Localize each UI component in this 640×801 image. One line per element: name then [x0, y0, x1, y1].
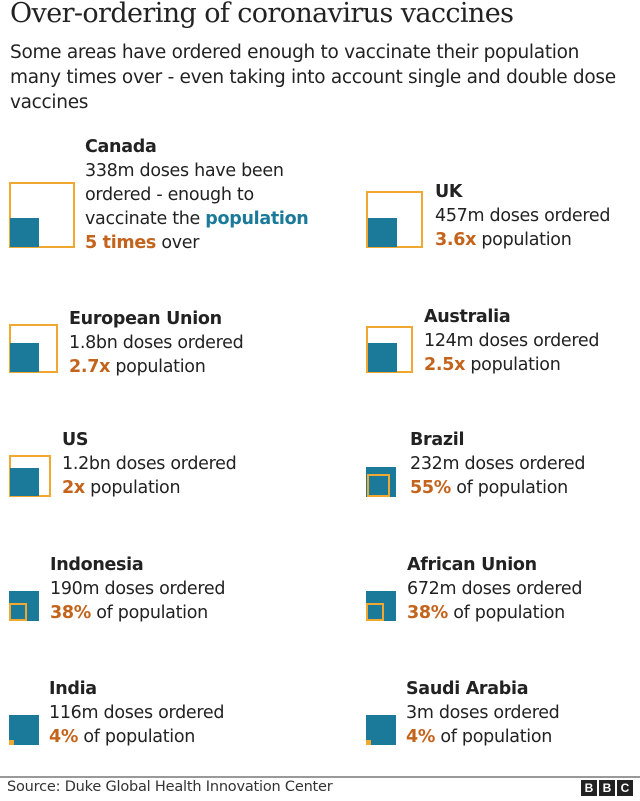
population-square — [368, 343, 397, 372]
doses-square — [9, 182, 75, 248]
item-suffix: of population — [91, 603, 208, 623]
population-square — [9, 715, 39, 745]
item-doses: 124m doses ordered — [424, 331, 600, 351]
ratio-highlight: 3.6x — [435, 230, 477, 250]
item-suffix: of population — [451, 478, 568, 498]
item-name: UK — [435, 182, 463, 202]
item-doses: 1.8bn doses ordered — [69, 333, 244, 353]
doses-square — [366, 740, 371, 745]
item-doses: 457m doses ordered — [435, 206, 611, 226]
doses-square — [366, 326, 413, 373]
doses-square — [9, 740, 14, 745]
item-doses: 232m doses ordered — [410, 454, 586, 474]
item-name: Brazil — [410, 430, 465, 450]
ratio-highlight: 2x — [62, 478, 85, 498]
item-label: US 1.2bn doses ordered 2x population — [62, 428, 237, 500]
item-name: European Union — [69, 309, 222, 329]
item-suffix: population — [110, 357, 206, 377]
bbc-logo-block: B — [599, 780, 615, 796]
population-square — [368, 218, 397, 247]
item-doses: 1.2bn doses ordered — [62, 454, 237, 474]
item-text-line: 338m doses have been — [85, 161, 284, 181]
population-square — [366, 467, 396, 497]
bbc-logo-block: B — [581, 780, 597, 796]
doses-square — [366, 191, 423, 248]
ratio-highlight: 38% — [407, 603, 448, 623]
bbc-logo-block: C — [617, 780, 633, 796]
chart-title: Over-ordering of coronavirus vaccines — [10, 0, 514, 29]
footer-divider — [0, 776, 640, 778]
item-name: India — [49, 679, 97, 699]
bbc-logo: B B C — [581, 780, 633, 796]
item-doses: 116m doses ordered — [49, 703, 225, 723]
doses-square — [367, 474, 390, 497]
population-square — [10, 343, 39, 372]
item-suffix: population — [465, 355, 561, 375]
item-doses: 672m doses ordered — [407, 579, 583, 599]
population-square — [10, 468, 39, 496]
item-name: Canada — [85, 137, 157, 157]
item-label: Canada 338m doses have been ordered - en… — [85, 135, 309, 255]
item-suffix: of population — [448, 603, 565, 623]
ratio-highlight: 2.7x — [69, 357, 111, 377]
item-doses: 190m doses ordered — [50, 579, 226, 599]
item-name: US — [62, 430, 89, 450]
population-square — [366, 715, 396, 745]
item-suffix: of population — [435, 727, 553, 747]
population-square — [10, 218, 39, 247]
item-name: Saudi Arabia — [406, 679, 529, 699]
ratio-highlight: 4% — [49, 727, 79, 747]
ratio-highlight: 55% — [410, 478, 451, 498]
item-label: European Union 1.8bn doses ordered 2.7x … — [69, 307, 244, 379]
item-name: Australia — [424, 307, 511, 327]
item-label: UK 457m doses ordered 3.6x population — [435, 180, 610, 252]
doses-square — [9, 603, 27, 621]
ratio-highlight: 38% — [50, 603, 91, 623]
item-label: Brazil 232m doses ordered 55% of populat… — [410, 428, 585, 500]
item-name: African Union — [407, 555, 537, 575]
doses-square — [366, 603, 384, 621]
item-label: African Union 672m doses ordered 38% of … — [407, 553, 582, 625]
item-suffix: population — [476, 230, 572, 250]
item-text: vaccinate the — [85, 209, 206, 229]
item-name: Indonesia — [50, 555, 144, 575]
item-label: Australia 124m doses ordered 2.5x popula… — [424, 305, 599, 377]
item-label: Indonesia 190m doses ordered 38% of popu… — [50, 553, 225, 625]
item-text: over — [156, 233, 200, 253]
source-text: Source: Duke Global Health Innovation Ce… — [7, 779, 333, 795]
item-label: India 116m doses ordered 4% of populatio… — [49, 677, 224, 749]
ratio-highlight: 5 times — [85, 233, 157, 253]
population-square — [9, 591, 39, 621]
ratio-highlight: 4% — [406, 727, 436, 747]
item-text-line: ordered - enough to — [85, 185, 254, 205]
population-highlight: population — [205, 209, 309, 229]
item-suffix: population — [84, 478, 181, 498]
population-square — [366, 591, 396, 621]
item-doses: 3m doses ordered — [406, 703, 560, 723]
chart-subtitle: Some areas have ordered enough to vaccin… — [10, 42, 616, 113]
item-suffix: of population — [78, 727, 196, 747]
item-label: Saudi Arabia 3m doses ordered 4% of popu… — [406, 677, 560, 749]
ratio-highlight: 2.5x — [424, 355, 466, 375]
